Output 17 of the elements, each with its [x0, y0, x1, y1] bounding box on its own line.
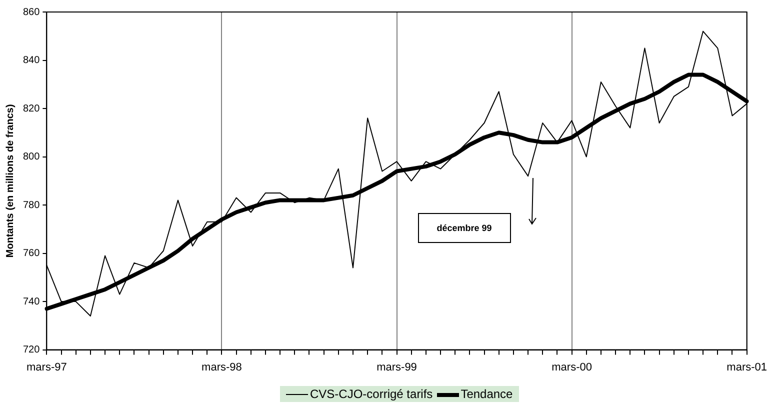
- x-tick-label: mars-97: [26, 361, 67, 374]
- legend-label: CVS-CJO-corrigé tarifs: [309, 387, 433, 401]
- legend-label: Tendance: [460, 387, 513, 401]
- x-tick-label: mars-01: [726, 361, 767, 374]
- y-axis-title: Montants (en millions de francs): [4, 104, 16, 258]
- y-tick-label: 820: [22, 103, 40, 114]
- y-tick-label: 740: [22, 296, 40, 308]
- x-tick-label: mars-00: [552, 361, 592, 374]
- y-tick-label: 720: [22, 344, 40, 356]
- text-box: décembre 99: [418, 212, 511, 243]
- x-tick-label: mars-99: [376, 361, 417, 374]
- x-tick-label: mars-98: [202, 361, 242, 374]
- y-tick-label: 840: [22, 55, 40, 66]
- y-tick-label: 760: [22, 248, 40, 260]
- y-tick-label: 860: [22, 6, 40, 18]
- y-tick-label: 780: [22, 200, 40, 211]
- y-tick-label: 800: [22, 152, 40, 163]
